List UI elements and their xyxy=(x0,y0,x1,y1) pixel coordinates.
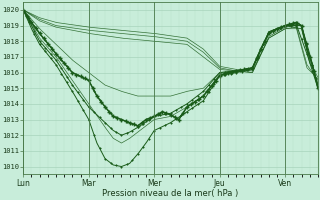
X-axis label: Pression niveau de la mer( hPa ): Pression niveau de la mer( hPa ) xyxy=(102,189,239,198)
